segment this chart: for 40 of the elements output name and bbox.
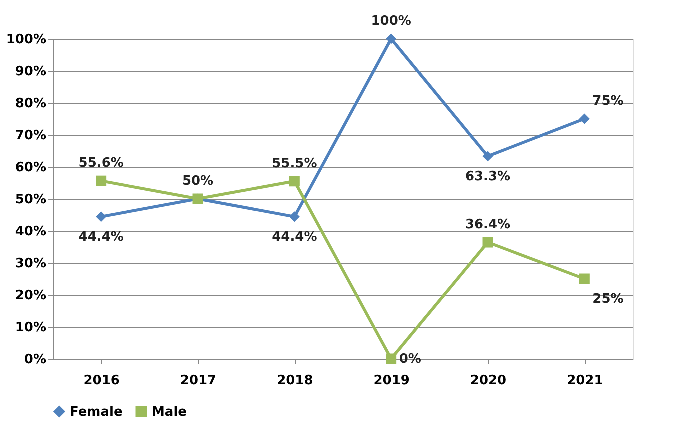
point xyxy=(96,212,107,222)
x-tick-label: 2021 xyxy=(567,374,604,388)
data-label: 44.4% xyxy=(78,230,124,245)
data-label: 50% xyxy=(182,174,214,189)
y-tick-label: 90% xyxy=(15,64,46,80)
point xyxy=(579,114,590,124)
y-tick-label: 0% xyxy=(24,352,46,368)
y-tick-label: 70% xyxy=(15,128,46,144)
data-label: 100% xyxy=(371,14,412,29)
point xyxy=(289,212,300,222)
legend-label: Male xyxy=(152,404,188,420)
point xyxy=(482,151,494,162)
point xyxy=(386,34,397,44)
y-tick-label: 50% xyxy=(15,192,46,208)
x-tick-label: 2016 xyxy=(84,374,120,388)
data-label: 63.3% xyxy=(465,169,511,184)
x-tick-label: 2020 xyxy=(470,374,507,388)
legend-label: Female xyxy=(70,404,123,420)
point xyxy=(579,274,590,284)
data-label: 55.6% xyxy=(78,156,124,172)
y-tick-label: 100% xyxy=(6,32,46,48)
data-label: 55.5% xyxy=(272,156,318,172)
y-tick-label: 20% xyxy=(15,288,46,304)
data-label: 44.4% xyxy=(272,230,318,245)
y-tick-label: 80% xyxy=(15,96,46,112)
point xyxy=(96,176,107,186)
y-tick-label: 40% xyxy=(15,224,46,240)
data-label: 36.4% xyxy=(465,218,511,233)
point xyxy=(482,237,494,248)
data-label: 25% xyxy=(592,292,624,307)
x-tick-label: 2018 xyxy=(277,374,314,388)
data-label: 0% xyxy=(399,352,422,367)
x-tick-label: 2019 xyxy=(374,374,410,388)
y-tick-label: 60% xyxy=(15,160,46,176)
y-tick-label: 10% xyxy=(15,320,46,336)
y-tick-label: 30% xyxy=(15,256,46,272)
data-label: 75% xyxy=(592,94,624,109)
point xyxy=(386,354,397,364)
point xyxy=(289,176,300,187)
x-tick-label: 2017 xyxy=(180,374,217,388)
